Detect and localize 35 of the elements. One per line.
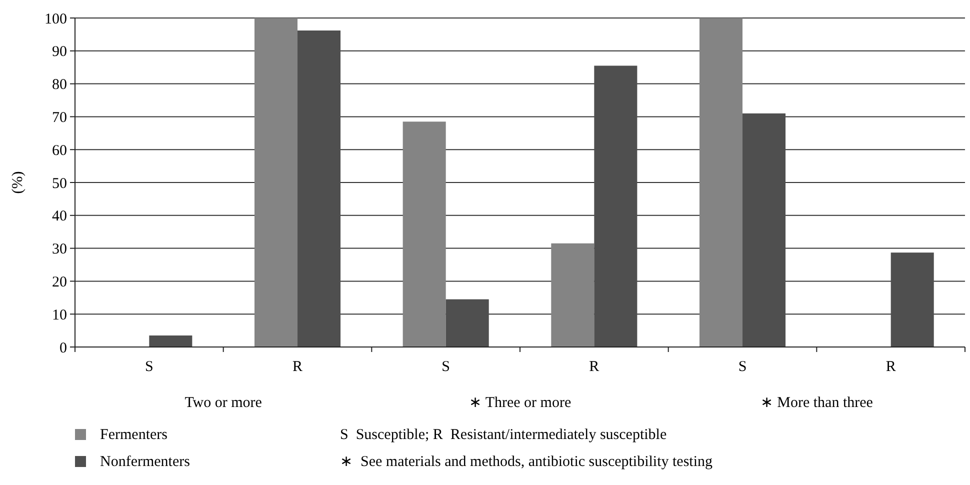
y-tick-label: 90: [52, 44, 67, 60]
legend-label: Nonfermenters: [100, 454, 190, 470]
bar: [699, 18, 742, 347]
bar: [551, 243, 594, 347]
y-axis-title: (%): [10, 171, 26, 194]
bar: [742, 113, 786, 347]
x-tick-label: R: [589, 359, 600, 375]
y-tick-label: 10: [52, 307, 67, 324]
bar: [890, 252, 934, 347]
x-tick-label: S: [738, 359, 747, 375]
bar: [446, 299, 489, 347]
y-tick-label: 30: [52, 242, 67, 258]
text: S Susceptible; R Resistant/intermediately susceptible: [340, 427, 667, 443]
text: ∗ Three or more: [468, 395, 572, 411]
x-tick-label: R: [292, 359, 303, 375]
bar: [149, 335, 192, 347]
y-tick-label: 40: [52, 208, 67, 225]
text: Two or more: [184, 395, 262, 411]
legend-label: Fermenters: [100, 427, 168, 443]
y-tick-label: 80: [52, 77, 67, 94]
y-tick-label: 70: [52, 110, 67, 126]
y-tick-label: 100: [44, 11, 67, 28]
text: ∗ More than three: [760, 395, 874, 411]
y-tick-label: 0: [60, 340, 67, 356]
bar: [402, 122, 446, 347]
x-tick-label: S: [144, 359, 154, 375]
bar: [594, 66, 638, 347]
x-tick-label: S: [442, 359, 450, 375]
y-tick-label: 20: [52, 274, 67, 290]
text: ∗ See materials and methods, antibiotic susceptibility testing: [340, 454, 714, 470]
bar: [254, 18, 298, 347]
bar: [298, 30, 341, 347]
y-tick-label: 60: [52, 142, 67, 159]
y-tick-label: 50: [52, 176, 67, 192]
x-tick-label: R: [886, 359, 896, 375]
